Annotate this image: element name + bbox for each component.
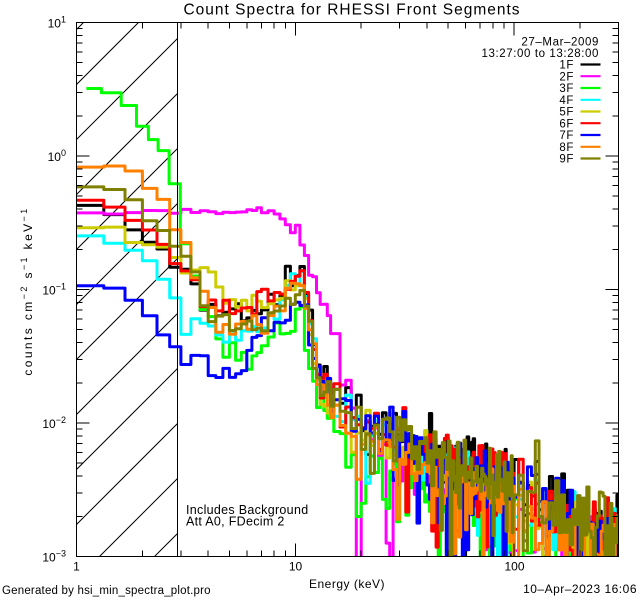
svg-text:3F: 3F bbox=[559, 83, 574, 95]
svg-text:Count Spectra for RHESSI Front: Count Spectra for RHESSI Front Segments bbox=[183, 2, 520, 19]
svg-text:8F: 8F bbox=[559, 142, 574, 154]
svg-text:7F: 7F bbox=[559, 130, 574, 142]
svg-text:27–Mar–2009: 27–Mar–2009 bbox=[521, 37, 599, 49]
svg-text:1F: 1F bbox=[559, 60, 574, 72]
svg-text:counts cm−2 s−1 keV−1: counts cm−2 s−1 keV−1 bbox=[19, 206, 35, 375]
svg-text:10: 10 bbox=[289, 560, 303, 574]
svg-text:10–Apr–2023 16:06: 10–Apr–2023 16:06 bbox=[523, 582, 637, 596]
svg-text:Att A0, FDecim 2: Att A0, FDecim 2 bbox=[186, 515, 285, 529]
svg-text:100: 100 bbox=[504, 560, 524, 574]
svg-text:Includes Background: Includes Background bbox=[186, 503, 308, 517]
svg-text:4F: 4F bbox=[559, 95, 574, 107]
svg-text:Generated by hsi_min_spectra_p: Generated by hsi_min_spectra_plot.pro bbox=[2, 585, 211, 597]
svg-text:2F: 2F bbox=[559, 72, 574, 84]
svg-text:5F: 5F bbox=[559, 107, 574, 119]
svg-text:Energy (keV): Energy (keV) bbox=[309, 577, 385, 591]
svg-text:9F: 9F bbox=[559, 154, 574, 166]
svg-text:13:27:00 to 13:28:00: 13:27:00 to 13:28:00 bbox=[481, 48, 599, 60]
svg-text:1: 1 bbox=[73, 560, 80, 574]
svg-text:6F: 6F bbox=[559, 119, 574, 131]
